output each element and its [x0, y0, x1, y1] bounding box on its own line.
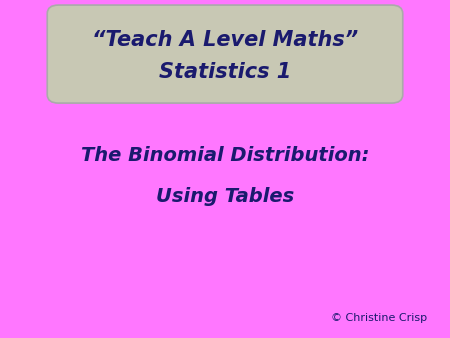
- Text: Statistics 1: Statistics 1: [159, 62, 291, 82]
- Text: © Christine Crisp: © Christine Crisp: [331, 313, 428, 323]
- FancyBboxPatch shape: [47, 5, 403, 103]
- Text: The Binomial Distribution:: The Binomial Distribution:: [81, 146, 369, 165]
- Text: Using Tables: Using Tables: [156, 187, 294, 206]
- Text: “Teach A Level Maths”: “Teach A Level Maths”: [92, 30, 358, 50]
